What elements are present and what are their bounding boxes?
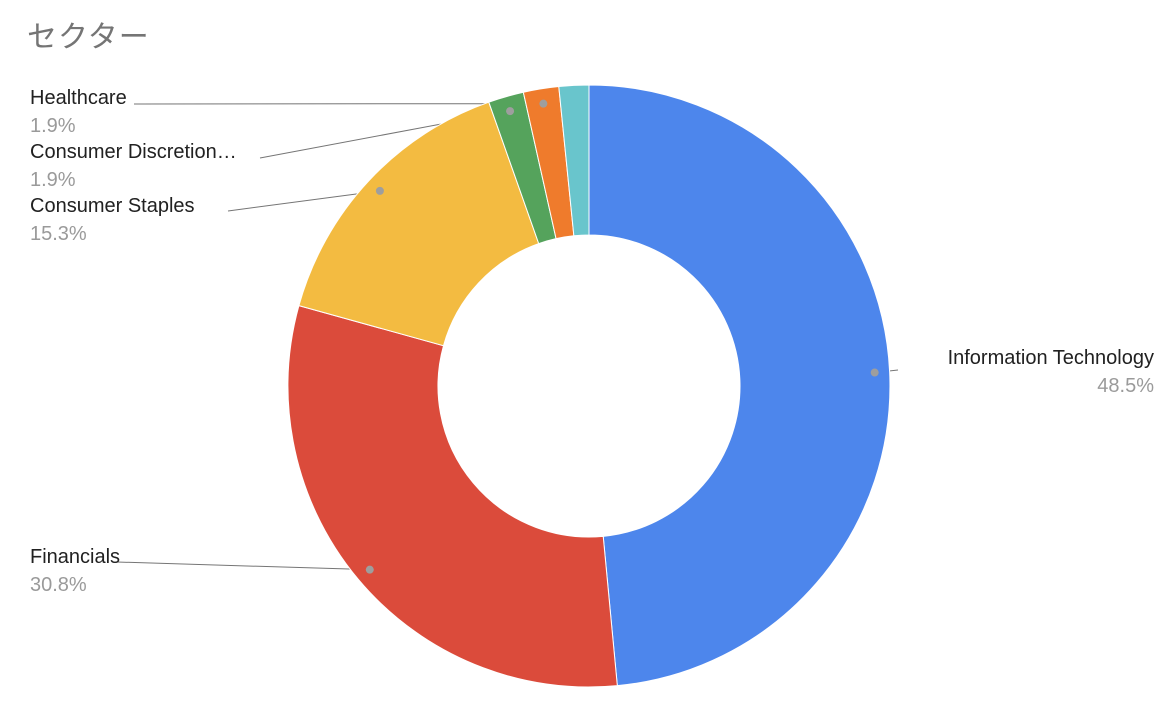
callout-line-financials xyxy=(116,561,370,571)
slice-information-technology[interactable] xyxy=(588,84,891,687)
callout-dot-information-technology xyxy=(870,368,879,377)
callout-line-consumer-staples xyxy=(227,190,380,212)
callout-label: Consumer Staples xyxy=(30,195,195,217)
callout-dot-healthcare xyxy=(539,99,548,108)
callout-label: Healthcare xyxy=(30,87,127,109)
slice-financials[interactable] xyxy=(287,305,618,688)
callout-percent: 15.3% xyxy=(30,223,87,245)
callout-financials: Financials 30.8% xyxy=(30,543,120,599)
callout-consumer-discretionary: Consumer Discretion… 1.9% xyxy=(30,138,237,194)
callout-label: Consumer Discretion… xyxy=(30,141,237,163)
callout-percent: 48.5% xyxy=(1097,375,1154,397)
callout-healthcare: Healthcare 1.9% xyxy=(30,84,127,140)
callout-dot-financials xyxy=(365,565,374,574)
slice-consumer-staples[interactable] xyxy=(298,101,540,347)
callout-percent: 1.9% xyxy=(30,169,76,191)
callout-dot-consumer-staples xyxy=(375,186,384,195)
callout-percent: 30.8% xyxy=(30,574,87,596)
callout-percent: 1.9% xyxy=(30,115,76,137)
callout-information-technology: Information Technology 48.5% xyxy=(948,344,1154,400)
callout-label: Information Technology xyxy=(947,347,1154,369)
callout-label: Financials xyxy=(30,546,121,568)
callout-dot-consumer-discretionary xyxy=(506,107,515,116)
chart-title: セクター xyxy=(27,21,150,54)
slice-unlabeled-remainder[interactable] xyxy=(558,84,590,237)
callout-consumer-staples: Consumer Staples 15.3% xyxy=(30,192,195,248)
